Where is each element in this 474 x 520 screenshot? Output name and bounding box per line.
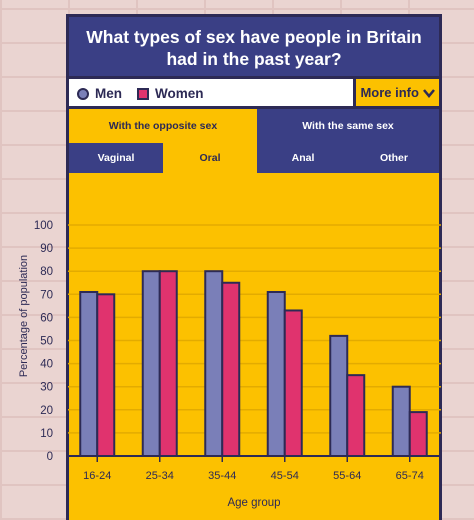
y-tick-label: 10: [40, 428, 53, 440]
bar-women: [158, 270, 178, 458]
bar-men: [391, 385, 411, 458]
y-tick-label: 60: [40, 312, 53, 324]
tab-oral[interactable]: Oral: [163, 143, 257, 173]
y-tick-label: 70: [40, 289, 53, 301]
chart-title: What types of sex have people in Britain…: [69, 17, 439, 79]
tab-opposite-sex[interactable]: With the opposite sex: [69, 109, 257, 143]
primary-tabs: With the opposite sex With the same sex: [69, 109, 439, 143]
x-axis-label: Age group: [227, 497, 280, 509]
y-tick-label: 40: [40, 359, 53, 371]
y-tick-label: 0: [47, 451, 53, 463]
bar-women: [346, 374, 366, 457]
tab-same-sex[interactable]: With the same sex: [257, 109, 439, 143]
x-tick-label: 55-64: [333, 470, 361, 482]
legend-women-label: Women: [155, 86, 204, 101]
more-info-label: More info: [360, 85, 419, 100]
x-tick-label: 45-54: [271, 470, 299, 482]
bar-men: [204, 270, 224, 458]
bar-men: [79, 290, 99, 457]
legend-men[interactable]: Men: [77, 86, 122, 101]
chevron-down-icon: [422, 85, 435, 100]
x-tick-label: 35-44: [208, 470, 236, 482]
y-axis-label: Percentage of population: [18, 255, 30, 377]
bar-women: [221, 281, 241, 457]
bar-men: [141, 270, 161, 458]
legend-women[interactable]: Women: [137, 86, 204, 101]
bar-women: [96, 293, 116, 457]
secondary-tabs: Vaginal Oral Anal Other: [69, 143, 439, 173]
bar-women: [283, 309, 303, 457]
y-tick-label: 90: [40, 243, 53, 255]
y-tick-label: 100: [34, 220, 53, 232]
x-tick-label: 25-34: [146, 470, 174, 482]
bar-women: [408, 411, 428, 457]
y-tick-label: 80: [40, 266, 53, 278]
x-tick-label: 16-24: [83, 470, 111, 482]
women-square-icon: [137, 87, 149, 100]
bar-men: [329, 334, 349, 458]
chart-panel: What types of sex have people in Britain…: [66, 14, 442, 520]
legend-bar: Men Women More info: [69, 79, 439, 109]
y-tick-label: 20: [40, 405, 53, 417]
more-info-button[interactable]: More info: [353, 79, 439, 106]
tab-vaginal[interactable]: Vaginal: [69, 143, 163, 173]
legend-men-label: Men: [95, 86, 122, 101]
y-tick-label: 30: [40, 382, 53, 394]
tab-anal[interactable]: Anal: [257, 143, 349, 173]
men-circle-icon: [77, 87, 89, 100]
tab-other[interactable]: Other: [349, 143, 439, 173]
x-tick-label: 65-74: [396, 470, 424, 482]
bar-men: [266, 290, 286, 457]
y-tick-label: 50: [40, 336, 53, 348]
